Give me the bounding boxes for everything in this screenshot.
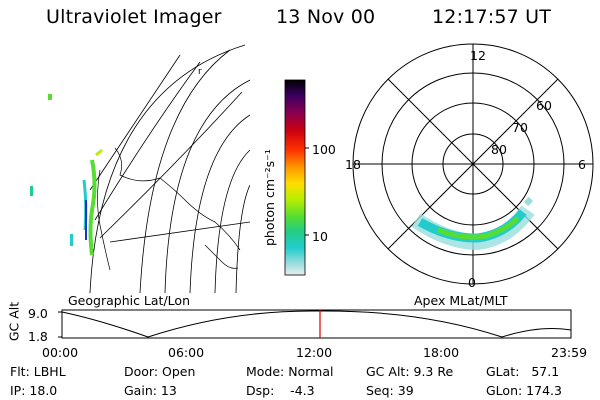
altitude-xtick-4: 23:59 (551, 345, 588, 360)
gain-field: Gain: 13 (124, 383, 177, 398)
altitude-xtick-2: 12:00 (296, 345, 333, 360)
longitude-line (99, 91, 243, 239)
latitude-line (89, 44, 246, 293)
colorbar-gradient (284, 79, 306, 276)
latitude-line (139, 49, 231, 293)
aurora-emission-geo (30, 94, 103, 256)
ip-field: IP: 18.0 (10, 383, 58, 398)
altitude-curve (61, 310, 572, 338)
date-label: 13 Nov 00 (276, 6, 376, 28)
altitude-plot-frame (61, 309, 572, 339)
altitude-xtick-0: 00:00 (42, 345, 79, 360)
seq-field: Seq: 39 (366, 383, 414, 398)
latitude-line (235, 184, 250, 293)
door-field: Door: Open (124, 364, 196, 379)
altitude-ylabel: GC Alt (6, 301, 22, 342)
latitude-line (214, 149, 250, 293)
coastline (114, 147, 241, 251)
altitude-xtick-1: 06:00 (168, 345, 205, 360)
glon-field: GLon: 174.3 (486, 383, 562, 398)
time-label: 12:17:57 UT (432, 6, 552, 28)
colorbar-tick-10: 10 (312, 229, 328, 244)
geo-map-label: Geographic Lat/Lon (68, 293, 190, 308)
altitude-ytick-high: 9.0 (28, 306, 48, 321)
longitude-line (94, 61, 201, 221)
mlt-label-18: 18 (345, 157, 361, 172)
mlat-label-60: 60 (536, 98, 552, 113)
gc-alt-field: GC Alt: 9.3 Re (366, 364, 454, 379)
altitude-plot (58, 309, 572, 339)
colorbar (284, 79, 309, 276)
filter-field: Flt: LBHL (10, 364, 66, 379)
map-marker: r (198, 67, 202, 77)
aurora-emission-polar (411, 196, 535, 251)
latitude-line (164, 79, 250, 293)
mlt-label-12: 12 (470, 48, 486, 63)
longitude-line (89, 54, 181, 191)
polar-plot-label: Apex MLat/MLT (414, 293, 508, 308)
mode-field: Mode: Normal (246, 364, 334, 379)
altitude-xtick-3: 18:00 (423, 345, 460, 360)
polar-plot (352, 43, 594, 285)
glat-field: GLat: 57.1 (486, 364, 560, 379)
mlt-label-0: 0 (468, 275, 476, 290)
colorbar-unit-label: photon cm⁻²s⁻¹ (262, 149, 277, 246)
dsp-field: Dsp: -4.3 (246, 383, 315, 398)
altitude-ytick-low: 1.8 (28, 329, 48, 344)
coastline (97, 169, 111, 271)
mlat-label-70: 70 (512, 120, 528, 135)
instrument-title: Ultraviolet Imager (46, 6, 222, 28)
colorbar-tick-100: 100 (312, 142, 336, 157)
coastline (204, 244, 239, 269)
longitude-line (109, 221, 250, 243)
mlat-label-80: 80 (491, 142, 507, 157)
latitude-line (189, 114, 250, 293)
mlt-label-6: 6 (578, 157, 586, 172)
